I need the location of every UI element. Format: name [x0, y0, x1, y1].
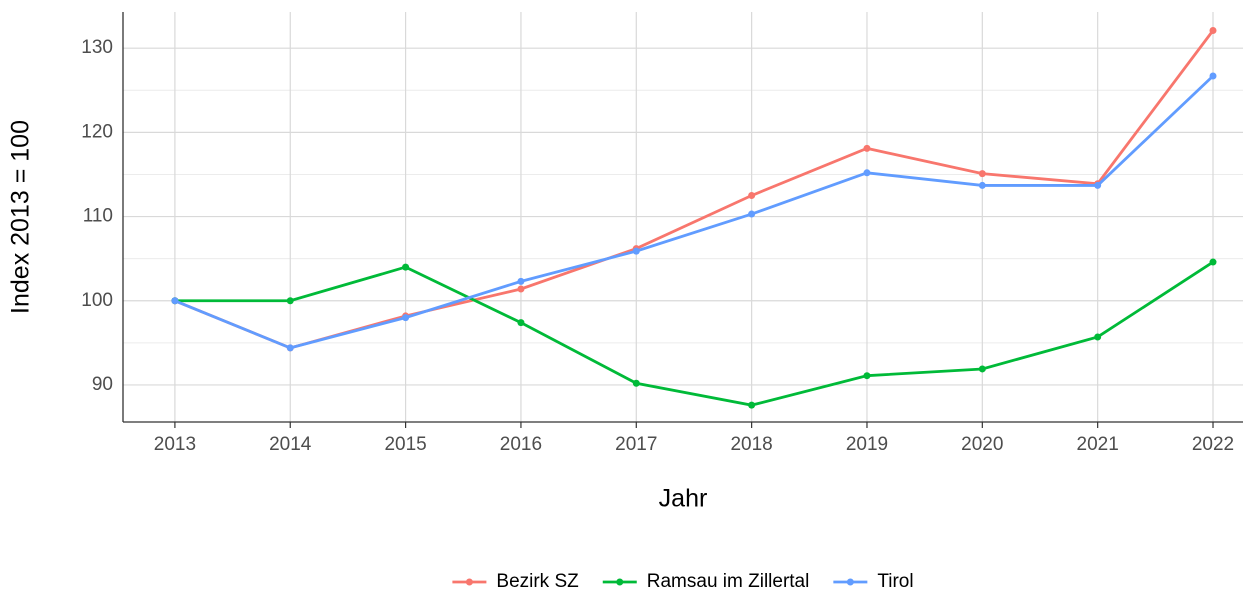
x-tick-label: 2014 — [269, 434, 312, 455]
data-point — [1209, 258, 1217, 266]
x-tick-label: 2015 — [384, 434, 426, 455]
x-tick-label: 2022 — [1192, 434, 1234, 455]
data-point — [978, 170, 986, 178]
data-point — [1209, 27, 1217, 35]
data-point — [748, 210, 756, 218]
y-tick-label: 130 — [81, 37, 113, 58]
data-point — [286, 344, 294, 352]
series-line — [174, 260, 1214, 407]
data-point — [748, 192, 756, 200]
data-point — [748, 401, 756, 409]
x-tick-label: 2017 — [615, 434, 657, 455]
data-point — [402, 314, 410, 322]
legend-label: Ramsau im Zillertal — [647, 571, 810, 592]
data-point — [863, 144, 871, 152]
legend-key-point — [846, 578, 854, 586]
x-tick-label: 2020 — [961, 434, 1003, 455]
x-tick-label: 2013 — [154, 434, 196, 455]
legend-item: Ramsau im Zillertal — [602, 571, 810, 592]
legend-key-point — [616, 578, 624, 586]
x-axis-title: Jahr — [659, 485, 708, 513]
x-tick-label: 2016 — [500, 434, 542, 455]
y-tick-label: 120 — [81, 121, 113, 142]
data-point — [863, 169, 871, 177]
data-point — [632, 247, 640, 255]
data-point — [517, 319, 525, 327]
data-point — [286, 297, 294, 305]
data-point — [402, 263, 410, 271]
legend-label: Bezirk SZ — [496, 571, 579, 592]
series-line — [174, 74, 1214, 350]
legend-item: Tirol — [833, 571, 914, 592]
y-tick-label: 110 — [83, 206, 113, 227]
legend-label: Tirol — [877, 571, 913, 592]
data-point — [632, 379, 640, 387]
legend-item: Bezirk SZ — [452, 571, 579, 592]
data-point — [1094, 181, 1102, 189]
data-point — [1209, 72, 1217, 80]
y-tick-label: 100 — [81, 290, 113, 311]
data-point — [517, 285, 525, 293]
data-point — [1094, 333, 1102, 341]
x-tick-label: 2018 — [730, 434, 772, 455]
y-axis-title: Index 2013 = 100 — [7, 120, 35, 314]
x-tick-label: 2021 — [1077, 434, 1119, 455]
data-point — [517, 277, 525, 285]
y-tick-label: 90 — [92, 374, 113, 395]
data-point — [171, 297, 179, 305]
data-point — [863, 372, 871, 380]
data-point — [978, 365, 986, 373]
legend-key-point — [465, 578, 473, 586]
legend: Bezirk SZ Ramsau im Zillertal Tirol — [452, 571, 914, 592]
data-point — [978, 181, 986, 189]
x-tick-label: 2019 — [846, 434, 888, 455]
